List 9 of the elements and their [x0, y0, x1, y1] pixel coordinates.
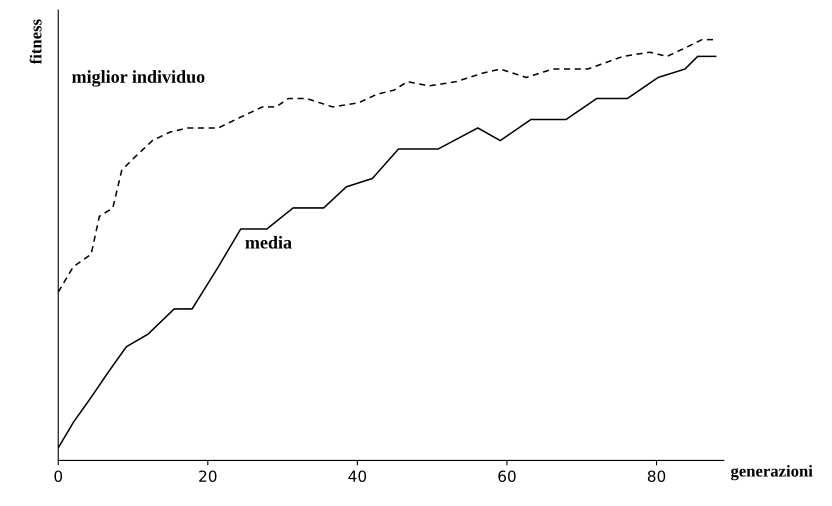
series-label: media: [245, 236, 292, 249]
x-tick-label: 0: [54, 470, 62, 482]
y-axis-title: fitness: [30, 19, 42, 64]
x-tick-label: 40: [348, 470, 366, 482]
x-tick-label: 20: [199, 470, 217, 482]
text: miglior individuo: [72, 70, 204, 87]
x-tick-label: 60: [498, 470, 516, 482]
x-tick-label: 80: [648, 470, 666, 482]
x-axis-title: generazioni: [730, 464, 813, 480]
